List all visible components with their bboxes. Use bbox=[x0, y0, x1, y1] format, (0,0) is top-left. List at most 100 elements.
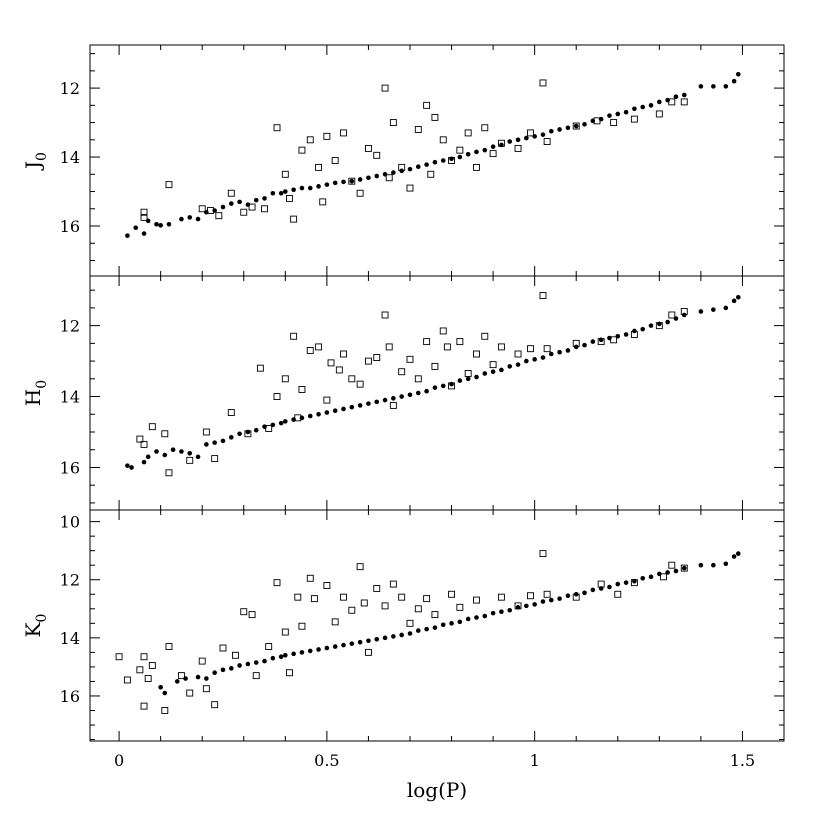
data-point-open-square bbox=[527, 129, 534, 137]
data-point-filled bbox=[220, 204, 226, 210]
data-point-filled bbox=[133, 225, 139, 231]
data-point-open-square bbox=[315, 343, 323, 351]
data-point-filled bbox=[590, 118, 596, 124]
data-point-open-square bbox=[373, 585, 381, 592]
data-point-filled bbox=[341, 406, 346, 412]
data-point-open-square bbox=[473, 350, 480, 358]
data-point-open-square bbox=[381, 84, 389, 92]
data-point-filled bbox=[245, 661, 251, 667]
data-point-open-square bbox=[348, 375, 356, 383]
data-point-open-square bbox=[398, 163, 406, 171]
data-point-filled bbox=[154, 449, 159, 454]
data-point-filled bbox=[237, 663, 242, 668]
data-point-open-square bbox=[439, 136, 447, 144]
data-point-filled bbox=[154, 221, 159, 227]
data-point-open-square bbox=[448, 590, 455, 598]
y-tick-label: 14 bbox=[60, 629, 80, 648]
data-point-filled bbox=[162, 452, 168, 458]
data-point-filled bbox=[590, 587, 596, 593]
data-point-open-square bbox=[161, 707, 169, 714]
data-point-open-square bbox=[335, 366, 343, 374]
data-point-open-square bbox=[273, 124, 281, 132]
data-point-filled bbox=[465, 376, 471, 382]
data-point-open-square bbox=[348, 606, 356, 614]
data-point-open-square bbox=[431, 611, 439, 619]
data-point-open-square bbox=[256, 364, 264, 372]
data-point-filled bbox=[212, 440, 217, 445]
data-point-filled bbox=[424, 162, 429, 167]
data-point-filled bbox=[524, 358, 529, 364]
data-point-filled bbox=[565, 125, 571, 131]
data-point-filled bbox=[357, 639, 363, 645]
data-point-filled bbox=[141, 459, 147, 465]
data-point-filled bbox=[324, 182, 330, 187]
data-point-open-square bbox=[211, 455, 219, 463]
data-point-open-square bbox=[668, 98, 676, 106]
data-point-open-square bbox=[140, 208, 148, 216]
data-point-filled bbox=[623, 109, 629, 115]
data-point-filled bbox=[299, 650, 305, 655]
data-point-filled bbox=[391, 634, 396, 639]
data-point-filled bbox=[665, 319, 670, 325]
data-point-filled bbox=[582, 342, 587, 348]
data-point-filled bbox=[440, 622, 446, 628]
data-point-filled bbox=[324, 410, 330, 415]
data-point-filled bbox=[374, 173, 380, 179]
data-point-open-square bbox=[298, 622, 306, 630]
data-point-filled bbox=[490, 610, 496, 616]
data-point-filled bbox=[490, 144, 496, 150]
data-point-filled bbox=[632, 106, 637, 112]
data-point-open-square bbox=[202, 428, 210, 436]
data-point-filled bbox=[399, 632, 404, 638]
data-point-filled bbox=[698, 84, 704, 89]
data-point-filled bbox=[440, 158, 446, 163]
data-point-open-square bbox=[240, 608, 248, 616]
data-point-filled bbox=[349, 641, 355, 646]
y-tick-label: 14 bbox=[60, 148, 80, 167]
data-point-open-square bbox=[539, 292, 547, 299]
data-point-open-square bbox=[406, 355, 414, 363]
data-point-open-square bbox=[389, 401, 397, 409]
data-point-filled bbox=[391, 170, 396, 175]
data-point-filled bbox=[220, 667, 226, 673]
data-point-filled bbox=[407, 631, 413, 636]
data-point-open-square bbox=[281, 628, 289, 636]
data-point-filled bbox=[640, 104, 646, 110]
data-point-filled bbox=[607, 584, 612, 590]
data-point-open-square bbox=[539, 550, 547, 558]
data-point-filled bbox=[382, 635, 388, 641]
data-point-open-square bbox=[406, 184, 414, 192]
data-point-filled bbox=[278, 654, 284, 660]
data-point-open-square bbox=[481, 332, 489, 340]
data-point-open-square bbox=[248, 203, 256, 211]
data-point-open-square bbox=[680, 308, 688, 315]
y-tick-label: 10 bbox=[60, 513, 80, 532]
data-point-filled bbox=[474, 615, 479, 620]
data-point-filled bbox=[349, 404, 355, 410]
data-point-filled bbox=[141, 231, 147, 236]
data-point-filled bbox=[125, 233, 130, 238]
data-point-filled bbox=[711, 307, 716, 312]
data-point-open-square bbox=[381, 602, 389, 610]
data-point-filled bbox=[723, 305, 729, 311]
y-axis-label: J0 bbox=[21, 152, 50, 171]
data-point-open-square bbox=[356, 380, 364, 388]
y-tick-label: 16 bbox=[60, 687, 80, 706]
data-point-open-square bbox=[527, 345, 534, 353]
data-point-filled bbox=[698, 562, 704, 568]
data-point-open-square bbox=[306, 574, 314, 582]
data-point-open-square bbox=[473, 163, 480, 171]
data-point-open-square bbox=[464, 370, 472, 377]
data-point-open-square bbox=[148, 662, 156, 669]
data-point-filled bbox=[204, 676, 209, 681]
data-point-filled bbox=[283, 652, 288, 658]
data-point-open-square bbox=[136, 435, 144, 443]
data-point-filled bbox=[374, 399, 380, 405]
data-point-open-square bbox=[414, 375, 422, 383]
data-point-open-square bbox=[244, 430, 252, 438]
data-point-filled bbox=[723, 561, 729, 567]
data-point-open-square bbox=[398, 593, 406, 601]
data-point-filled bbox=[449, 621, 454, 626]
data-point-open-square bbox=[423, 101, 431, 109]
